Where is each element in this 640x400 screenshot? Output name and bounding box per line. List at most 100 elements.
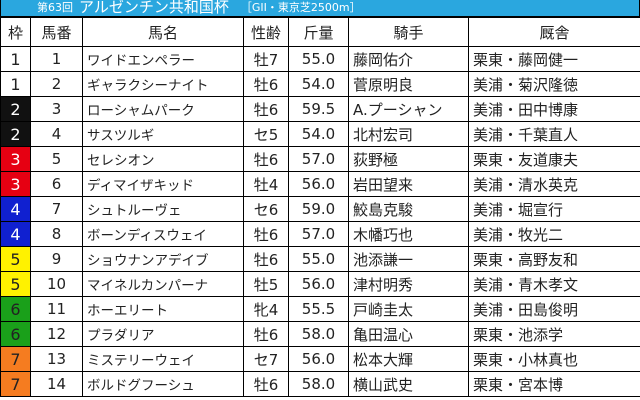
jockey: 松本大輝	[348, 346, 469, 372]
jockey: 鮫島克駿	[348, 196, 469, 222]
trainer: 栗東・宮本博	[468, 371, 640, 397]
weight: 56.0	[288, 346, 349, 372]
sex-age: 牡5	[243, 271, 289, 297]
sex-age: セ5	[243, 121, 289, 147]
horse-number: 1	[30, 46, 83, 72]
header-horse-name: 馬名	[82, 17, 244, 47]
horse-name: シュトルーヴェ	[82, 196, 244, 222]
table-row: 2 4 サスツルギ セ5 54.0 北村宏司 美浦・千葉直人	[0, 121, 640, 147]
race-name: アルゼンチン共和国杯	[79, 0, 229, 16]
horse-number: 12	[30, 321, 83, 347]
waku-cell: 6	[0, 296, 31, 322]
weight: 57.0	[288, 221, 349, 247]
horse-number: 11	[30, 296, 83, 322]
waku-cell: 1	[0, 71, 31, 97]
weight: 55.0	[288, 46, 349, 72]
header-waku: 枠	[0, 17, 31, 47]
race-grade-course: ［GII・東京芝2500m］	[240, 1, 361, 14]
table-row: 5 9 ショウナンアデイブ 牡6 55.0 池添謙一 栗東・高野友和	[0, 246, 640, 272]
sex-age: 牡6	[243, 221, 289, 247]
waku-cell: 4	[0, 196, 31, 222]
table-row: 3 5 セレシオン 牡6 57.0 荻野極 栗東・友道康夫	[0, 146, 640, 172]
sex-age: 牡6	[243, 71, 289, 97]
jockey: 藤岡佑介	[348, 46, 469, 72]
horse-name: マイネルカンパーナ	[82, 271, 244, 297]
trainer: 美浦・菊沢隆徳	[468, 71, 640, 97]
header-jockey: 騎手	[348, 17, 469, 47]
waku-cell: 1	[0, 46, 31, 72]
jockey: 木幡巧也	[348, 221, 469, 247]
horse-number: 10	[30, 271, 83, 297]
header-sex-age: 性齢	[243, 17, 289, 47]
jockey: 池添謙一	[348, 246, 469, 272]
horse-name: ホーエリート	[82, 296, 244, 322]
weight: 58.0	[288, 371, 349, 397]
table-row: 6 12 プラダリア 牡6 58.0 亀田温心 栗東・池添学	[0, 321, 640, 347]
horse-name: サスツルギ	[82, 121, 244, 147]
jockey: 津村明秀	[348, 271, 469, 297]
trainer: 栗東・藤岡健一	[468, 46, 640, 72]
sex-age: 牡6	[243, 371, 289, 397]
table-row: 5 10 マイネルカンパーナ 牡5 56.0 津村明秀 美浦・青木孝文	[0, 271, 640, 297]
horse-number: 6	[30, 171, 83, 197]
trainer: 美浦・堀宣行	[468, 196, 640, 222]
table-row: 7 14 ボルドグフーシュ 牡6 58.0 横山武史 栗東・宮本博	[0, 371, 640, 397]
jockey: 北村宏司	[348, 121, 469, 147]
trainer: 栗東・高野友和	[468, 246, 640, 272]
horse-name: ローシャムパーク	[82, 96, 244, 122]
waku-cell: 3	[0, 146, 31, 172]
sex-age: 牡4	[243, 171, 289, 197]
weight: 59.5	[288, 96, 349, 122]
waku-cell: 7	[0, 346, 31, 372]
horse-name: ボーンディスウェイ	[82, 221, 244, 247]
sex-age: 牡6	[243, 96, 289, 122]
trainer: 美浦・千葉直人	[468, 121, 640, 147]
horse-number: 8	[30, 221, 83, 247]
race-edition: 第63回	[37, 1, 73, 14]
waku-cell: 2	[0, 121, 31, 147]
jockey: A.プーシャン	[348, 96, 469, 122]
jockey: 亀田温心	[348, 321, 469, 347]
trainer: 栗東・池添学	[468, 321, 640, 347]
header-number: 馬番	[30, 17, 83, 47]
sex-age: セ6	[243, 196, 289, 222]
table-row: 1 2 ギャラクシーナイト 牡6 54.0 菅原明良 美浦・菊沢隆徳	[0, 71, 640, 97]
trainer: 美浦・田島俊明	[468, 296, 640, 322]
trainer: 栗東・友道康夫	[468, 146, 640, 172]
trainer: 美浦・牧光二	[468, 221, 640, 247]
trainer: 美浦・清水英克	[468, 171, 640, 197]
race-title-bar: 第63回 アルゼンチン共和国杯 ［GII・東京芝2500m］	[0, 0, 640, 17]
horse-name: セレシオン	[82, 146, 244, 172]
waku-cell: 5	[0, 246, 31, 272]
horse-number: 3	[30, 96, 83, 122]
waku-cell: 7	[0, 371, 31, 397]
weight: 54.0	[288, 71, 349, 97]
horse-name: ボルドグフーシュ	[82, 371, 244, 397]
weight: 59.0	[288, 196, 349, 222]
trainer: 栗東・小林真也	[468, 346, 640, 372]
horse-number: 4	[30, 121, 83, 147]
horse-number: 2	[30, 71, 83, 97]
sex-age: セ7	[243, 346, 289, 372]
horse-name: プラダリア	[82, 321, 244, 347]
jockey: 横山武史	[348, 371, 469, 397]
horse-name: ショウナンアデイブ	[82, 246, 244, 272]
horse-number: 14	[30, 371, 83, 397]
horse-name: ギャラクシーナイト	[82, 71, 244, 97]
header-row: 枠 馬番 馬名 性齢 斤量 騎手 厩舎	[0, 17, 640, 47]
sex-age: 牡6	[243, 246, 289, 272]
waku-cell: 2	[0, 96, 31, 122]
entry-table: 枠 馬番 馬名 性齢 斤量 騎手 厩舎 1 1 ワイドエンペラー 牡7 55.0 藤岡佑介…	[0, 17, 640, 397]
waku-cell: 5	[0, 271, 31, 297]
table-row: 1 1 ワイドエンペラー 牡7 55.0 藤岡佑介 栗東・藤岡健一	[0, 46, 640, 72]
horse-number: 7	[30, 196, 83, 222]
horse-number: 9	[30, 246, 83, 272]
horse-name: ミステリーウェイ	[82, 346, 244, 372]
horse-name: ディマイザキッド	[82, 171, 244, 197]
jockey: 菅原明良	[348, 71, 469, 97]
horse-number: 13	[30, 346, 83, 372]
weight: 55.5	[288, 296, 349, 322]
jockey: 戸崎圭太	[348, 296, 469, 322]
weight: 58.0	[288, 321, 349, 347]
weight: 56.0	[288, 171, 349, 197]
